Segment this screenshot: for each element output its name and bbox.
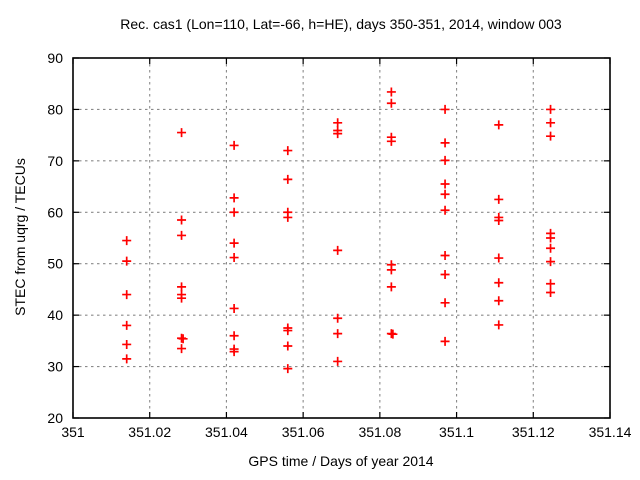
data-point-marker [386,87,396,97]
data-point-marker [440,155,450,165]
y-tick-label: 60 [47,204,63,220]
chart-title: Rec. cas1 (Lon=110, Lat=-66, h=HE), days… [120,16,562,32]
y-axis-label: STEC from uqrg / TECUs [12,158,28,316]
data-point-marker [440,298,450,308]
data-point-marker [440,189,450,199]
data-point-marker [177,230,187,240]
data-point-marker [122,320,132,330]
data-point-marker [283,326,293,336]
y-tick-label: 20 [47,410,63,426]
data-point-marker [494,278,504,288]
data-point-marker [440,179,450,189]
x-axis-label: GPS time / Days of year 2014 [248,453,434,469]
data-point-marker [122,354,132,364]
x-tick-label: 351.14 [589,424,632,440]
data-point-marker [122,236,132,246]
data-point-marker [229,238,239,248]
data-point-marker [440,138,450,148]
data-point-marker [494,194,504,204]
x-tick-label: 351.06 [282,424,325,440]
x-tick-label: 351 [61,424,85,440]
x-tick-label: 351.08 [358,424,401,440]
data-point-marker [546,288,556,298]
data-point-marker [122,339,132,349]
data-point-marker [546,104,556,114]
data-point-marker [494,296,504,306]
data-point-marker [177,293,187,303]
y-tick-label: 50 [47,256,63,272]
data-point-marker [177,215,187,225]
data-point-marker [546,131,556,141]
data-point-marker [494,216,504,226]
x-tick-label: 351.04 [205,424,248,440]
data-point-marker [229,331,239,341]
data-point-marker [494,253,504,263]
x-tick-label: 351.02 [128,424,171,440]
data-point-marker [283,174,293,184]
data-point-marker [283,364,293,374]
x-tick-label: 351.1 [439,424,474,440]
y-tick-label: 30 [47,359,63,375]
data-point-marker [283,341,293,351]
data-point-marker [494,120,504,130]
data-point-marker [229,193,239,203]
data-point-marker [177,128,187,138]
data-point-marker [440,104,450,114]
data-point-marker [122,256,132,266]
data-point-marker [333,329,343,339]
data-point-marker [386,282,396,292]
data-point-marker [229,303,239,313]
data-point-marker [388,329,398,339]
data-point-marker [546,233,556,243]
data-point-marker [229,253,239,263]
y-tick-label: 80 [47,101,63,117]
data-point-marker [546,118,556,128]
x-tick-label: 351.12 [512,424,555,440]
data-point-marker [333,313,343,323]
y-tick-label: 70 [47,153,63,169]
data-point-marker [386,136,396,146]
data-point-marker [178,334,188,344]
data-point-marker [440,205,450,215]
data-point-marker [546,243,556,253]
data-point-marker [333,129,343,139]
data-point-marker [333,118,343,128]
data-point-marker [546,279,556,289]
data-point-marker [386,265,396,275]
data-point-marker [333,356,343,366]
data-point-marker [546,257,556,267]
data-point-marker [283,212,293,222]
data-point-marker [177,282,187,292]
data-point-marker [440,270,450,280]
plot-border [72,57,611,419]
data-point-marker [283,146,293,156]
data-point-marker [386,98,396,108]
data-point-marker [494,320,504,330]
data-point-marker [440,250,450,260]
data-point-marker [333,245,343,255]
data-point-marker [229,140,239,150]
y-tick-label: 40 [47,307,63,323]
y-tick-label: 90 [47,50,63,66]
data-point-marker [229,347,239,357]
data-point-marker [177,344,187,354]
data-point-marker [440,336,450,346]
data-point-marker [229,207,239,217]
data-point-marker [122,290,132,300]
